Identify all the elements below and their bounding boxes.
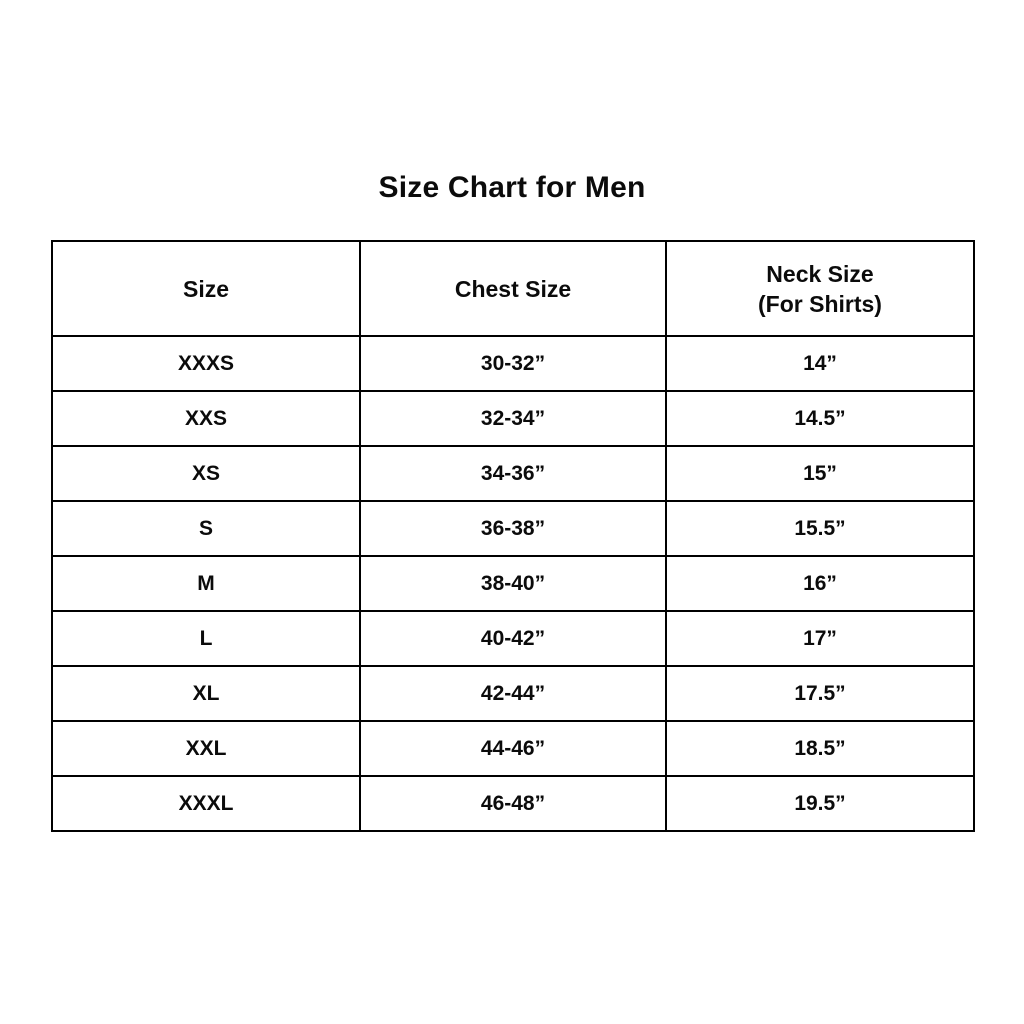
cell-chest: 38-40” xyxy=(359,555,667,612)
size-chart-table: Size Chest Size Neck Size (For Shirts) X… xyxy=(51,240,975,832)
cell-size: L xyxy=(51,610,361,667)
table-header: Size Chest Size Neck Size (For Shirts) xyxy=(51,240,975,337)
cell-chest: 30-32” xyxy=(359,335,667,392)
cell-chest: 34-36” xyxy=(359,445,667,502)
table-row: XXS 32-34” 14.5” xyxy=(51,390,975,447)
cell-size: XXS xyxy=(51,390,361,447)
page-title: Size Chart for Men xyxy=(378,171,646,204)
table-row: XXXL 46-48” 19.5” xyxy=(51,775,975,832)
table-row: L 40-42” 17” xyxy=(51,610,975,667)
cell-size: XS xyxy=(51,445,361,502)
table-header-row: Size Chest Size Neck Size (For Shirts) xyxy=(51,240,975,337)
cell-chest: 40-42” xyxy=(359,610,667,667)
cell-neck: 14.5” xyxy=(665,390,975,447)
table-row: XL 42-44” 17.5” xyxy=(51,665,975,722)
table-body: XXXS 30-32” 14” XXS 32-34” 14.5” XS 34-3… xyxy=(51,335,975,832)
column-header-size: Size xyxy=(51,240,361,337)
cell-size: XXXL xyxy=(51,775,361,832)
cell-neck: 15” xyxy=(665,445,975,502)
cell-neck: 14” xyxy=(665,335,975,392)
column-header-size-line-1: Size xyxy=(182,275,230,302)
table-row: S 36-38” 15.5” xyxy=(51,500,975,557)
column-header-neck-size: Neck Size (For Shirts) xyxy=(665,240,975,337)
cell-neck: 19.5” xyxy=(665,775,975,832)
cell-chest: 46-48” xyxy=(359,775,667,832)
cell-neck: 17” xyxy=(665,610,975,667)
table-row: XXXS 30-32” 14” xyxy=(51,335,975,392)
cell-chest: 32-34” xyxy=(359,390,667,447)
cell-size: S xyxy=(51,500,361,557)
cell-size: XXXS xyxy=(51,335,361,392)
cell-size: M xyxy=(51,555,361,612)
cell-chest: 42-44” xyxy=(359,665,667,722)
column-header-chest-size: Chest Size xyxy=(359,240,667,337)
cell-chest: 44-46” xyxy=(359,720,667,777)
column-header-chest-size-line-1: Chest Size xyxy=(454,275,572,302)
cell-neck: 18.5” xyxy=(665,720,975,777)
table-row: XS 34-36” 15” xyxy=(51,445,975,502)
table-row: M 38-40” 16” xyxy=(51,555,975,612)
cell-chest: 36-38” xyxy=(359,500,667,557)
column-header-neck-size-line-1: Neck Size xyxy=(766,260,874,287)
cell-neck: 17.5” xyxy=(665,665,975,722)
cell-neck: 15.5” xyxy=(665,500,975,557)
table-row: XXL 44-46” 18.5” xyxy=(51,720,975,777)
cell-size: XXL xyxy=(51,720,361,777)
cell-size: XL xyxy=(51,665,361,722)
column-header-neck-size-line-2: (For Shirts) xyxy=(758,290,882,317)
cell-neck: 16” xyxy=(665,555,975,612)
